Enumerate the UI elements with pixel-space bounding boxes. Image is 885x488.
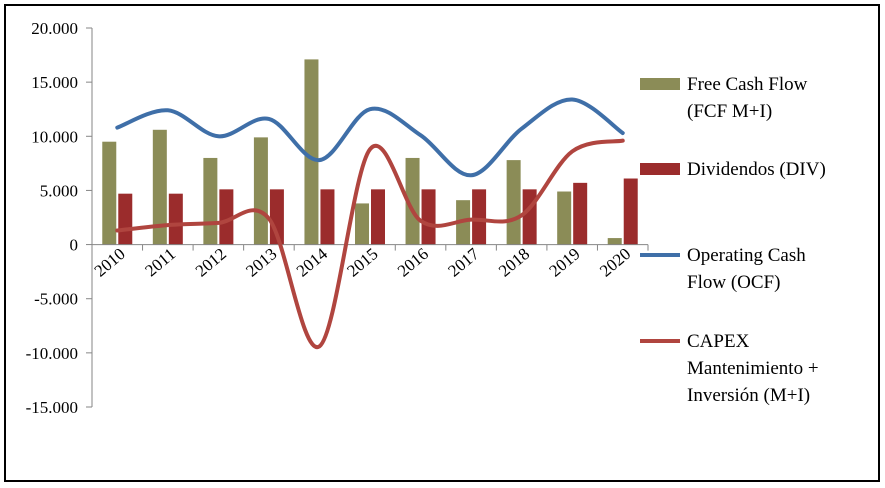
chart-frame — [4, 4, 880, 482]
x-tick-label-2020: 2020 — [596, 244, 634, 280]
bar-div-2011 — [168, 193, 183, 245]
y-tick-label: 0 — [70, 236, 79, 255]
legend-label-0: (FCF M+I) — [687, 101, 772, 122]
bar-div-2019 — [573, 182, 588, 245]
bar-div-2017 — [472, 189, 487, 245]
bar-fcf-2013 — [253, 137, 268, 245]
bar-fcf-2016 — [405, 157, 420, 245]
legend-label-3: CAPEX — [687, 331, 750, 352]
x-tick-label-2017: 2017 — [444, 244, 483, 281]
bar-fcf-2011 — [152, 129, 167, 245]
y-tick-label: 15.000 — [31, 73, 78, 92]
legend-label-3: Inversión (M+I) — [687, 385, 810, 406]
legend-label-2: Flow (OCF) — [687, 272, 780, 293]
y-tick-label: 20.000 — [31, 19, 78, 38]
bar-div-2010 — [118, 193, 133, 245]
x-tick-label-2016: 2016 — [394, 244, 432, 280]
series-line-capex — [115, 138, 625, 349]
bar-div-2015 — [371, 189, 385, 245]
bar-fcf-2015 — [355, 203, 369, 245]
legend-marker-1 — [640, 163, 680, 175]
series-line-ocf — [115, 97, 625, 178]
legend-marker-0 — [640, 78, 680, 90]
bar-div-2020 — [623, 178, 638, 245]
y-tick-label: -5.000 — [34, 290, 78, 309]
bar-div-2016 — [421, 189, 436, 245]
bar-fcf-2019 — [557, 191, 572, 245]
legend-label-0: Free Cash Flow — [687, 74, 808, 95]
bar-div-2012 — [219, 189, 234, 245]
legend-label-2: Operating Cash — [687, 245, 806, 266]
bar-fcf-2018 — [506, 160, 521, 245]
x-tick-label-2010: 2010 — [91, 244, 129, 280]
bar-div-2014 — [320, 189, 335, 245]
x-tick-label-2019: 2019 — [546, 244, 584, 280]
x-tick-label-2014: 2014 — [293, 244, 332, 281]
y-tick-label: -10.000 — [26, 344, 78, 363]
x-tick-label-2018: 2018 — [495, 244, 533, 280]
y-tick-label: -15.000 — [26, 398, 78, 417]
bar-fcf-2014 — [304, 59, 319, 245]
bar-fcf-2012 — [203, 157, 218, 245]
legend-label-3: Mantenimiento + — [687, 358, 819, 379]
bar-div-2018 — [522, 189, 537, 245]
y-tick-label: 10.000 — [31, 127, 78, 146]
y-tick-label: 5.000 — [40, 181, 78, 200]
x-tick-label-2012: 2012 — [192, 244, 230, 280]
bar-fcf-2010 — [102, 141, 117, 245]
x-tick-label-2011: 2011 — [141, 244, 179, 280]
x-tick-label-2015: 2015 — [343, 244, 381, 280]
bar-fcf-2020 — [607, 238, 622, 245]
legend-label-1: Dividendos (DIV) — [687, 159, 826, 180]
x-tick-label-2013: 2013 — [242, 244, 280, 280]
